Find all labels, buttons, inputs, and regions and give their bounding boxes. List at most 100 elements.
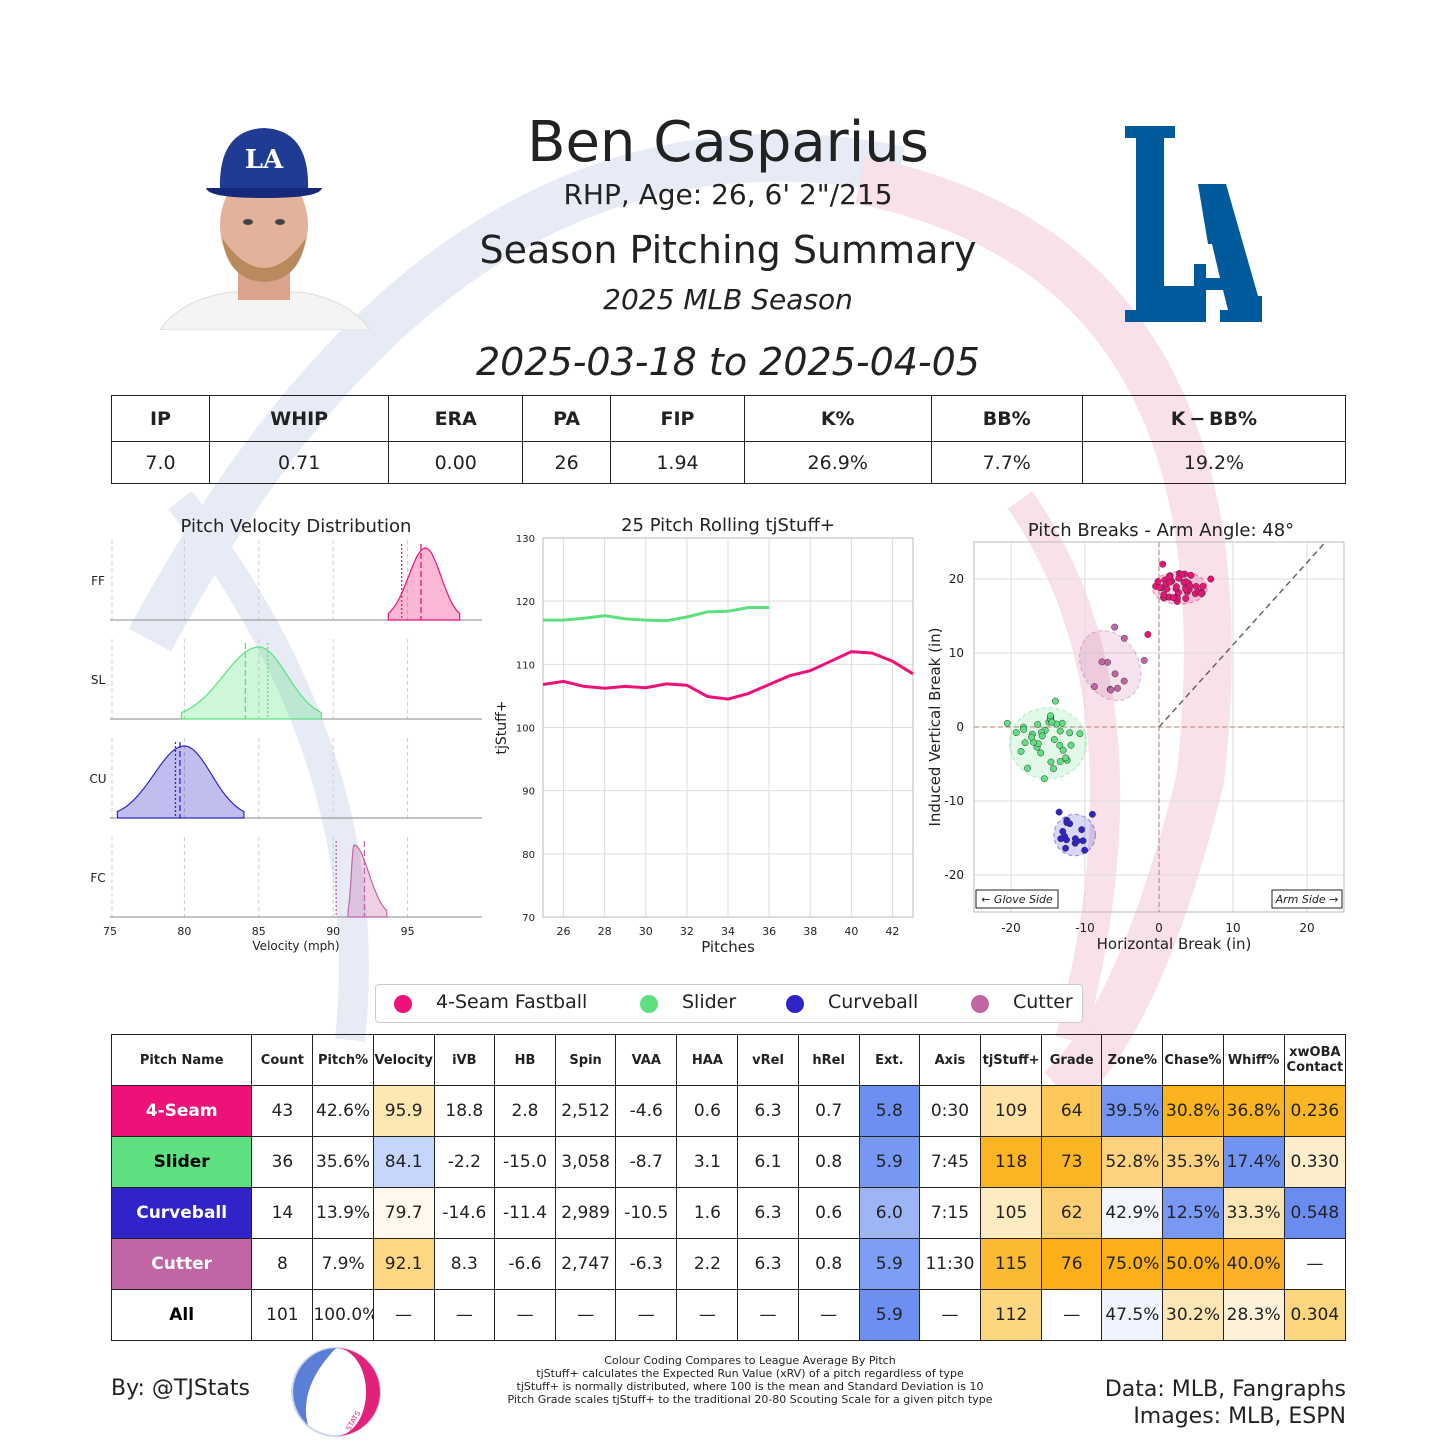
pitch-table-header: Whiff% (1222, 1034, 1285, 1086)
slider-legend-swatch (640, 995, 658, 1013)
pitch-table-cell: 13.9% (312, 1187, 374, 1239)
pitch-table-cell: 3,058 (555, 1136, 617, 1188)
rolling-tjstuff-chart: 25 Pitch Rolling tjStuff+ 26 28 30 32 34 36 38 4… (494, 515, 914, 956)
stuff-x-tick: 28 (598, 925, 612, 938)
pitch-table-header: xwOBA Contact (1283, 1034, 1347, 1086)
velocity-tick-label: 90 (326, 925, 340, 938)
break-point (1038, 732, 1046, 740)
pitch-table-cell: 39.5% (1101, 1085, 1164, 1137)
break-point (1207, 575, 1215, 583)
break-point (1063, 836, 1070, 844)
stuff-y-tick: 70 (522, 913, 535, 924)
break-ellipse (1053, 813, 1096, 857)
pitch-table-cell: -4.6 (615, 1085, 678, 1137)
pitch-table-header: Count (251, 1034, 314, 1086)
break-x-tick: 20 (1299, 921, 1314, 935)
break-point (1058, 719, 1066, 727)
pitch-table-cell: — (615, 1289, 678, 1341)
break-point (1081, 846, 1089, 854)
break-cluster-curveball (1053, 808, 1096, 857)
stat-header: ERA (388, 395, 524, 442)
pitch-table-cell: 50.0% (1162, 1238, 1224, 1290)
season-stats-header-row: IP WHIP ERA PA FIP K% BB% K − BB% (111, 395, 1347, 442)
pitch-table-cell: — (737, 1289, 799, 1341)
velocity-row-label: FF (91, 574, 105, 588)
stat-header: WHIP (208, 395, 390, 442)
break-cluster-slider (1003, 697, 1087, 783)
arm-side-box (1271, 889, 1343, 909)
note-line: tjStuff+ is normally distributed, where … (516, 1380, 984, 1393)
pitch-table-row: Cutter 8 7.9% 92.1 8.3 -6.6 2,747 -6.3 2.2 6.3 0.8… (110, 1238, 1347, 1290)
break-point (1076, 730, 1084, 738)
pitch-table-cell: 92.1 (372, 1238, 435, 1290)
pitch-table-cell: -14.6 (433, 1187, 495, 1239)
break-point (1066, 729, 1074, 737)
season-stats-table: IP WHIP ERA PA FIP K% BB% K − BB% 7.0 0.71 0.00 26… (111, 395, 1347, 484)
stuff-x-tick: 32 (680, 925, 694, 938)
pitch-arsenal-table: Pitch Name Count Pitch% Velocity iVB HB Spin VA… (110, 1034, 1347, 1341)
break-point (1154, 578, 1162, 586)
break-point (1056, 727, 1064, 735)
break-y-tick: 20 (949, 572, 964, 586)
pitch-table-cell: 36 (251, 1136, 314, 1188)
stat-value: 26.9% (743, 441, 932, 484)
pitch-table-cell: 64 (1041, 1085, 1103, 1137)
pitch-table-cell: 2.2 (676, 1238, 739, 1290)
break-point (1059, 746, 1067, 754)
break-point (1037, 749, 1045, 757)
break-point (1059, 827, 1067, 835)
velocity-panel-fc: FC (90, 837, 482, 918)
pitch-name-cell: Curveball (110, 1187, 253, 1239)
pitch-table-cell: 2.8 (493, 1085, 557, 1137)
break-point (1159, 560, 1167, 568)
pitch-table-row: Slider 36 35.6% 84.1 -2.2 -15.0 3,058 -8.7 3.1 6.… (110, 1136, 1347, 1188)
break-point (1172, 583, 1180, 591)
pitch-table-cell: 6.0 (858, 1187, 920, 1239)
pitch-table-cell: 109 (980, 1085, 1043, 1137)
pitch-table-cell: 95.9 (372, 1085, 435, 1137)
break-x-tick: 0 (1155, 921, 1163, 935)
velocity-density-ff (387, 547, 461, 621)
stat-header: PA (522, 395, 612, 442)
pitch-table-cell: 35.3% (1162, 1136, 1224, 1188)
pitch-table-header: Zone% (1101, 1034, 1164, 1086)
legend-item-fastball: 4-Seam Fastball (436, 991, 588, 1013)
pitch-table-row: All 101 100.0% — — — — — — — —5.9—112—47.5% 30.2% 28… (110, 1289, 1347, 1341)
pitch-table-cell: 0.8 (797, 1238, 860, 1290)
tjstats-logo: STATS (291, 1347, 381, 1437)
pitch-table-cell: 43 (251, 1085, 314, 1137)
pitch-table-cell: -11.4 (493, 1187, 557, 1239)
break-x-tick: 10 (1225, 921, 1240, 935)
break-y-tick: -20 (944, 868, 964, 882)
break-y-label: Induced Vertical Break (in) (926, 627, 944, 826)
break-point (1057, 835, 1065, 843)
season-label: 2025 MLB Season (603, 283, 853, 316)
pitch-table-cell: 6.3 (737, 1085, 799, 1137)
pitch-table-cell: 47.5% (1101, 1289, 1164, 1341)
break-point (1199, 582, 1207, 590)
pitch-table-cell: 2,747 (555, 1238, 617, 1290)
break-point (1024, 764, 1032, 772)
pitch-table-header: iVB (433, 1034, 495, 1086)
break-point (1051, 697, 1059, 705)
stuff-y-tick: 110 (516, 660, 535, 671)
data-source: Data: MLB, Fangraphs (1104, 1377, 1346, 1402)
break-point (1062, 844, 1070, 852)
pitch-table-cell: 8.3 (433, 1238, 495, 1290)
break-point (1165, 573, 1173, 581)
stuff-y-tick: 130 (516, 534, 535, 545)
velocity-row-label: FC (90, 871, 105, 885)
break-point (1034, 720, 1042, 728)
pitch-table-cell: -15.0 (493, 1136, 557, 1188)
velocity-panel-cu: CU (89, 738, 482, 819)
pitch-table-cell: -10.5 (615, 1187, 678, 1239)
pitch-name-cell: 4-Seam (110, 1085, 253, 1137)
pitch-table-cell: 3.1 (676, 1136, 739, 1188)
glove-side-box (975, 889, 1059, 909)
stuff-x-tick: 38 (803, 925, 817, 938)
pitch-table-cell: -6.3 (615, 1238, 678, 1290)
stat-header: K − BB% (1081, 395, 1347, 442)
pitch-table-cell: 30.2% (1162, 1289, 1224, 1341)
pitch-table-cell: — (918, 1289, 982, 1341)
pitch-table-cell: 6.3 (737, 1238, 799, 1290)
